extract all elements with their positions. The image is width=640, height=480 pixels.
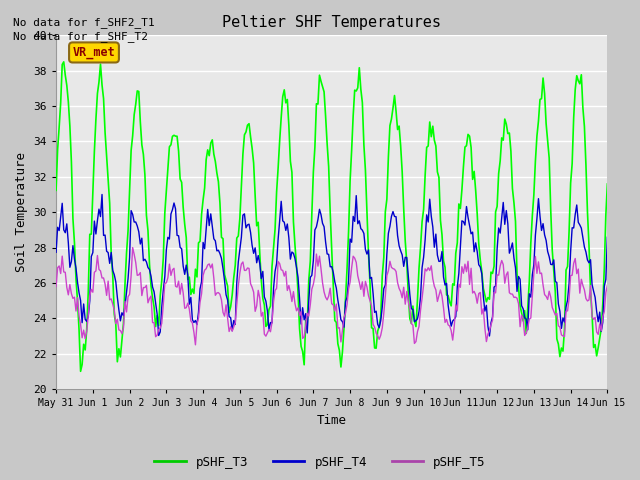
Legend: pSHF_T3, pSHF_T4, pSHF_T5: pSHF_T3, pSHF_T4, pSHF_T5: [149, 451, 491, 474]
pSHF_T4: [604, 234, 611, 240]
Line: pSHF_T5: pSHF_T5: [56, 248, 607, 345]
pSHF_T5: [400, 284, 408, 290]
pSHF_T5: [369, 321, 377, 327]
X-axis label: Time: Time: [317, 414, 347, 427]
pSHF_T4: [398, 252, 406, 258]
pSHF_T5: [388, 264, 396, 270]
pSHF_T4: [98, 192, 106, 197]
pSHF_T5: [191, 342, 199, 348]
Line: pSHF_T4: pSHF_T4: [56, 194, 607, 336]
pSHF_T4: [540, 221, 547, 227]
Text: No data for f_SHF_T2: No data for f_SHF_T2: [13, 31, 148, 42]
pSHF_T5: [156, 325, 164, 331]
pSHF_T4: [486, 333, 493, 339]
pSHF_T4: [68, 259, 76, 264]
Title: Peltier SHF Temperatures: Peltier SHF Temperatures: [222, 15, 441, 30]
Line: pSHF_T3: pSHF_T3: [56, 62, 607, 372]
pSHF_T3: [369, 325, 377, 331]
pSHF_T3: [52, 188, 60, 193]
pSHF_T3: [77, 369, 84, 374]
Text: VR_met: VR_met: [72, 46, 115, 59]
Text: No data for f_SHF2_T1: No data for f_SHF2_T1: [13, 17, 154, 28]
pSHF_T5: [52, 284, 60, 289]
pSHF_T3: [158, 278, 166, 284]
pSHF_T4: [368, 275, 376, 280]
pSHF_T3: [60, 59, 68, 65]
pSHF_T3: [604, 181, 611, 187]
pSHF_T4: [52, 250, 60, 255]
pSHF_T5: [540, 282, 547, 288]
Y-axis label: Soil Temperature: Soil Temperature: [15, 152, 28, 272]
pSHF_T3: [400, 206, 408, 212]
pSHF_T3: [69, 216, 77, 221]
pSHF_T3: [388, 116, 396, 122]
pSHF_T5: [68, 291, 76, 297]
pSHF_T5: [129, 245, 136, 251]
pSHF_T4: [156, 329, 164, 335]
pSHF_T5: [604, 283, 611, 288]
pSHF_T3: [540, 75, 547, 81]
pSHF_T4: [386, 223, 394, 229]
